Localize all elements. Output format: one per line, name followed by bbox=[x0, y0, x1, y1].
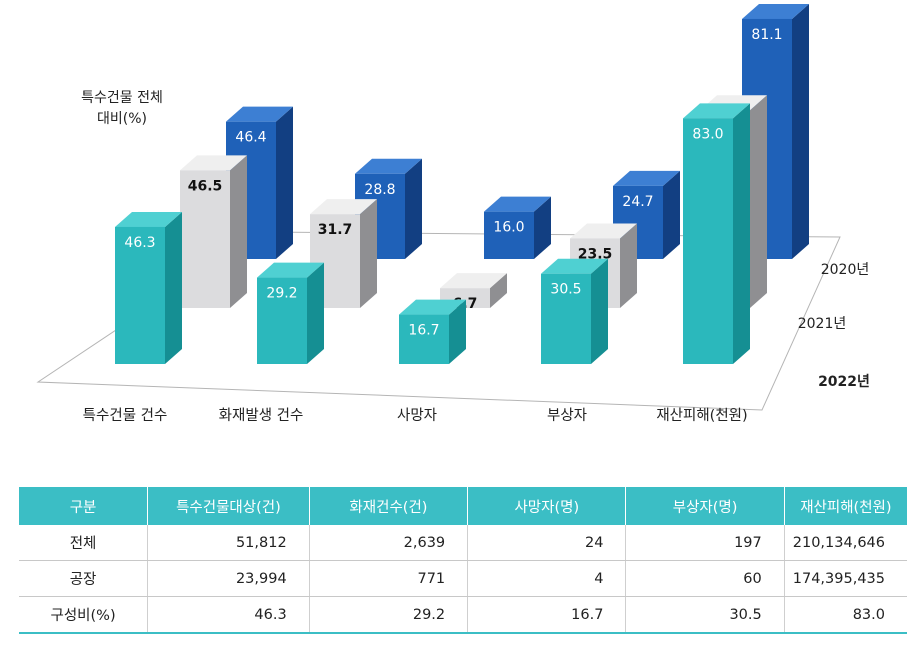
bar-value-label: 16.7 bbox=[408, 323, 439, 339]
table-header-cell: 구분 bbox=[19, 487, 149, 525]
bar-value-label: 83.0 bbox=[692, 126, 723, 142]
bar-value-label: 28.8 bbox=[364, 182, 395, 198]
bar-2021-2 bbox=[440, 273, 507, 308]
depth-legend: 2022년 2021년 2020년 bbox=[798, 262, 870, 390]
bar-value-label: 81.1 bbox=[751, 27, 782, 43]
table-cell: 30.5 bbox=[625, 596, 785, 634]
table-row-header: 공장 bbox=[19, 560, 149, 597]
bar-value-label: 30.5 bbox=[550, 282, 581, 298]
statistics-table: 구분 특수건물대상(건) 화재건수(건) 사망자(명) 부상자(명) 재산피해(… bbox=[19, 487, 907, 634]
bars-group: 46.428.816.024.781.146.531.76.723.566.84… bbox=[115, 3, 809, 364]
table-cell: 771 bbox=[309, 560, 469, 597]
bar-2022-0 bbox=[115, 211, 182, 364]
bar-value-label: 23.5 bbox=[578, 246, 613, 262]
table-header-cell: 부상자(명) bbox=[625, 487, 785, 525]
table-cell: 16.7 bbox=[467, 596, 627, 634]
category-label: 특수건물 건수 bbox=[83, 407, 168, 424]
table-cell: 2,639 bbox=[309, 525, 469, 561]
table-cell: 197 bbox=[625, 525, 785, 561]
bar-value-label: 31.7 bbox=[318, 222, 353, 238]
table-header-cell: 특수건물대상(건) bbox=[147, 487, 310, 525]
category-label: 부상자 bbox=[547, 407, 587, 424]
bar-value-label: 46.4 bbox=[235, 130, 266, 146]
table-cell: 4 bbox=[467, 560, 627, 597]
bar-value-label: 24.7 bbox=[622, 194, 653, 210]
table-row: 공장 23,994 771 4 60 174,395,435 bbox=[19, 560, 907, 597]
legend-year-label: 2022년 bbox=[818, 374, 870, 390]
bar-2022-4 bbox=[683, 103, 750, 364]
table-header-row: 구분 특수건물대상(건) 화재건수(건) 사망자(명) 부상자(명) 재산피해(… bbox=[19, 487, 907, 525]
table-row: 전체 51,812 2,639 24 197 210,134,646 bbox=[19, 525, 907, 561]
category-label: 재산피해(천원) bbox=[656, 407, 747, 424]
bar-value-label: 16.0 bbox=[493, 220, 524, 236]
bar-2022-2 bbox=[399, 299, 466, 364]
table-cell: 210,134,646 bbox=[784, 525, 907, 561]
table-cell: 60 bbox=[625, 560, 785, 597]
table-cell: 83.0 bbox=[784, 596, 907, 634]
table-cell: 174,395,435 bbox=[784, 560, 907, 597]
table-cell: 51,812 bbox=[147, 525, 310, 561]
table-header-cell: 화재건수(건) bbox=[309, 487, 469, 525]
table-header-cell: 재산피해(천원) bbox=[784, 487, 907, 525]
y-axis-label: 특수건물 전체 대비(%) bbox=[62, 88, 182, 130]
bar-2022-3 bbox=[541, 258, 608, 364]
bar-2021-0 bbox=[180, 155, 247, 308]
table-header-cell: 사망자(명) bbox=[467, 487, 627, 525]
table-cell: 29.2 bbox=[309, 596, 469, 634]
table-row-header: 구성비(%) bbox=[19, 596, 149, 634]
table-row-header: 전체 bbox=[19, 525, 149, 561]
category-label: 사망자 bbox=[397, 407, 437, 424]
legend-year-label: 2021년 bbox=[798, 316, 847, 332]
category-label: 화재발생 건수 bbox=[219, 407, 304, 424]
bar-chart-3d: 46.428.816.024.781.146.531.76.723.566.84… bbox=[36, 3, 870, 424]
table-cell: 46.3 bbox=[147, 596, 310, 634]
bar-2020-3 bbox=[613, 170, 680, 259]
bar-value-label: 29.2 bbox=[266, 286, 297, 302]
category-labels: 특수건물 건수 화재발생 건수 사망자 부상자 재산피해(천원) bbox=[83, 407, 748, 424]
table-cell: 24 bbox=[467, 525, 627, 561]
y-axis-label-line-2: 대비(%) bbox=[97, 111, 147, 127]
bar-value-label: 46.5 bbox=[188, 178, 223, 194]
bar-value-label: 46.3 bbox=[124, 235, 155, 251]
table-row: 구성비(%) 46.3 29.2 16.7 30.5 83.0 bbox=[19, 596, 907, 634]
legend-year-label: 2020년 bbox=[821, 262, 870, 278]
table-cell: 23,994 bbox=[147, 560, 310, 597]
y-axis-label-line-1: 특수건물 전체 bbox=[81, 90, 163, 106]
bar-2020-2 bbox=[484, 196, 551, 259]
bar-2022-1 bbox=[257, 262, 324, 364]
